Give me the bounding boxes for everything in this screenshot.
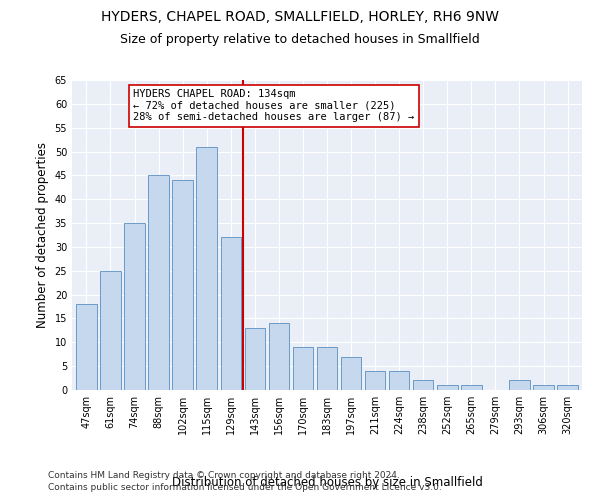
Bar [437, 385, 458, 390]
Bar [533, 385, 554, 390]
Bar [389, 371, 409, 390]
Text: Size of property relative to detached houses in Smallfield: Size of property relative to detached ho… [120, 32, 480, 46]
Bar [172, 180, 193, 390]
Bar [413, 380, 433, 390]
X-axis label: Distribution of detached houses by size in Smallfield: Distribution of detached houses by size … [172, 476, 482, 489]
Y-axis label: Number of detached properties: Number of detached properties [36, 142, 49, 328]
Bar [269, 323, 289, 390]
Bar [365, 371, 385, 390]
Text: HYDERS CHAPEL ROAD: 134sqm
← 72% of detached houses are smaller (225)
28% of sem: HYDERS CHAPEL ROAD: 134sqm ← 72% of deta… [133, 90, 415, 122]
Bar [509, 380, 530, 390]
Text: Contains public sector information licensed under the Open Government Licence v3: Contains public sector information licen… [48, 484, 442, 492]
Bar [293, 347, 313, 390]
Bar [461, 385, 482, 390]
Bar [245, 328, 265, 390]
Bar [221, 238, 241, 390]
Bar [148, 176, 169, 390]
Text: Contains HM Land Registry data © Crown copyright and database right 2024.: Contains HM Land Registry data © Crown c… [48, 471, 400, 480]
Bar [100, 271, 121, 390]
Bar [196, 147, 217, 390]
Bar [76, 304, 97, 390]
Bar [557, 385, 578, 390]
Bar [341, 356, 361, 390]
Text: HYDERS, CHAPEL ROAD, SMALLFIELD, HORLEY, RH6 9NW: HYDERS, CHAPEL ROAD, SMALLFIELD, HORLEY,… [101, 10, 499, 24]
Bar [124, 223, 145, 390]
Bar [317, 347, 337, 390]
